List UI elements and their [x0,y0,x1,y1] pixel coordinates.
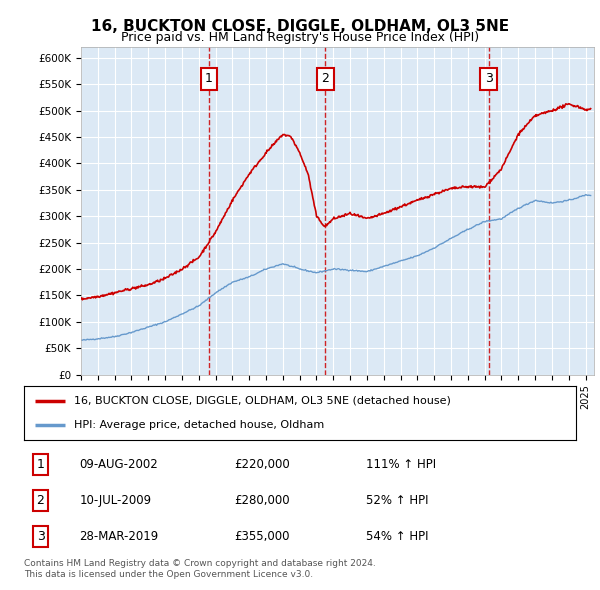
Text: 111% ↑ HPI: 111% ↑ HPI [366,458,436,471]
Text: Price paid vs. HM Land Registry's House Price Index (HPI): Price paid vs. HM Land Registry's House … [121,31,479,44]
Text: 16, BUCKTON CLOSE, DIGGLE, OLDHAM, OL3 5NE: 16, BUCKTON CLOSE, DIGGLE, OLDHAM, OL3 5… [91,19,509,34]
Text: 52% ↑ HPI: 52% ↑ HPI [366,494,429,507]
Text: HPI: Average price, detached house, Oldham: HPI: Average price, detached house, Oldh… [74,420,324,430]
Text: £280,000: £280,000 [234,494,289,507]
Text: 28-MAR-2019: 28-MAR-2019 [79,530,158,543]
Text: 10-JUL-2009: 10-JUL-2009 [79,494,151,507]
Text: Contains HM Land Registry data © Crown copyright and database right 2024.
This d: Contains HM Land Registry data © Crown c… [24,559,376,579]
Text: £355,000: £355,000 [234,530,289,543]
Text: 3: 3 [485,73,493,86]
Text: 3: 3 [37,530,44,543]
Text: 2: 2 [37,494,44,507]
Text: 54% ↑ HPI: 54% ↑ HPI [366,530,429,543]
Text: 16, BUCKTON CLOSE, DIGGLE, OLDHAM, OL3 5NE (detached house): 16, BUCKTON CLOSE, DIGGLE, OLDHAM, OL3 5… [74,396,451,406]
Text: 09-AUG-2002: 09-AUG-2002 [79,458,158,471]
Text: 1: 1 [205,73,213,86]
Text: 2: 2 [322,73,329,86]
Text: £220,000: £220,000 [234,458,290,471]
Text: 1: 1 [37,458,44,471]
